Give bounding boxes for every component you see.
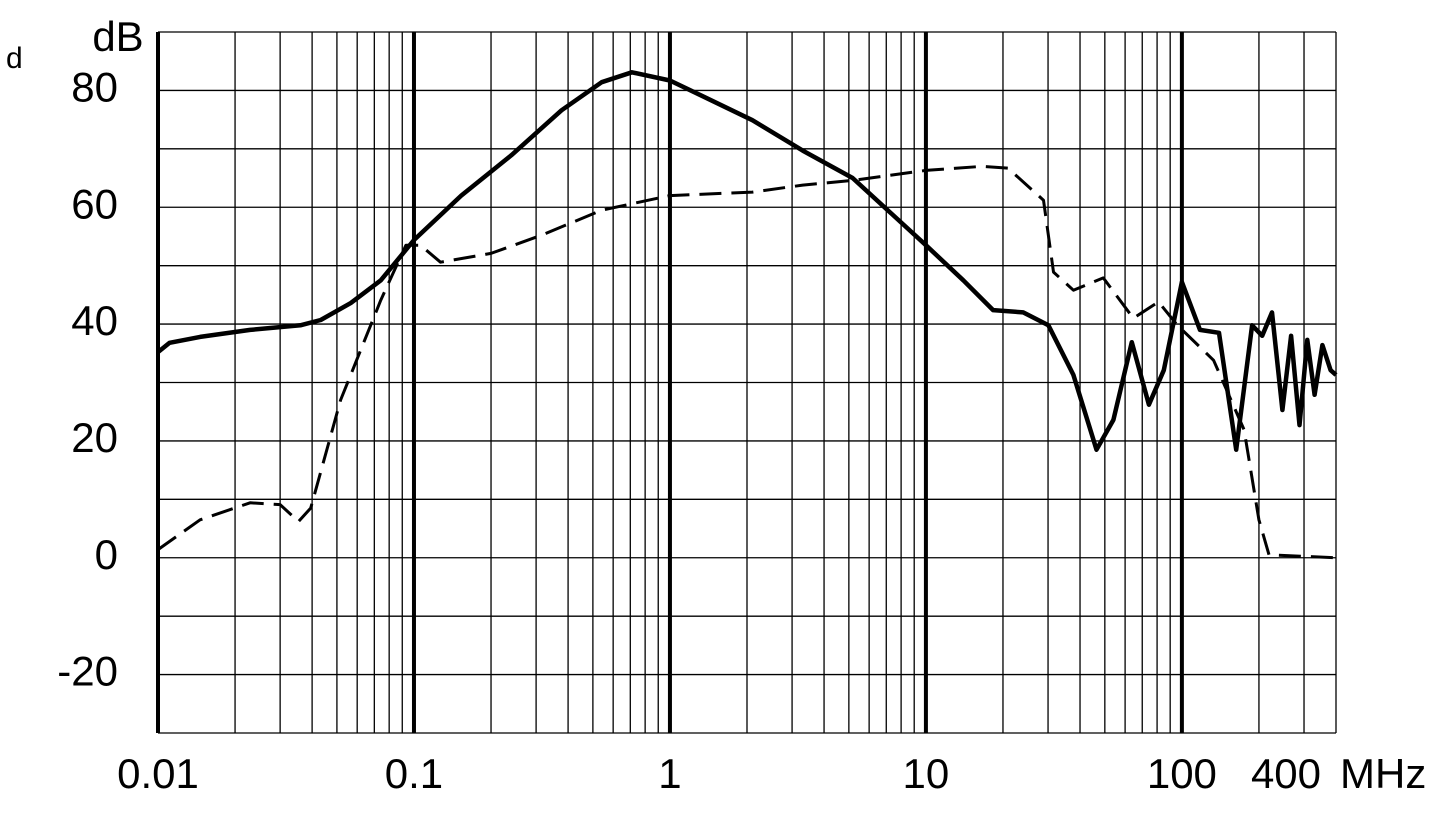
x-tick-label: 1: [658, 750, 681, 797]
x-tick-label: 10: [903, 750, 950, 797]
y-tick-label: -20: [57, 648, 118, 695]
series-line: [156, 70, 1338, 452]
y-tick-label: 0: [95, 531, 118, 578]
x-tick-label: 400: [1251, 750, 1321, 797]
x-tick-label: 0.1: [385, 750, 443, 797]
series-line: [157, 164, 1337, 560]
y-tick-label: 20: [71, 414, 118, 461]
x-axis-label: MHz: [1340, 750, 1426, 797]
x-tick-label: 0.01: [117, 750, 199, 797]
y-axis-label: dB: [92, 13, 143, 60]
x-tick-label: 100: [1147, 750, 1217, 797]
y-tick-label: 80: [71, 64, 118, 111]
annotation: d: [6, 42, 23, 75]
y-tick-label: 60: [71, 180, 118, 227]
y-tick-label: 40: [71, 297, 118, 344]
